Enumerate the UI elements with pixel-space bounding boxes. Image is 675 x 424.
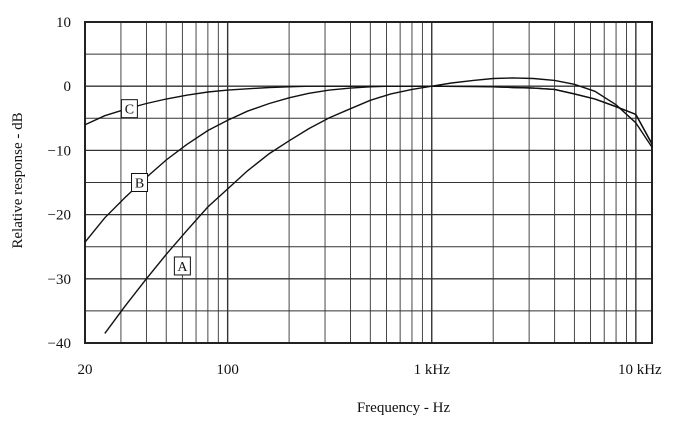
- x-tick-label: 20: [78, 362, 93, 378]
- curve-label-a: A: [177, 260, 188, 275]
- curves: [84, 77, 653, 334]
- x-tick-label: 10 kHz: [618, 362, 662, 378]
- x-tick-label: 100: [216, 362, 239, 378]
- curve-labels: A B C: [120, 99, 191, 276]
- y-tick-label: 0: [64, 79, 72, 95]
- response-curve-c: [84, 85, 653, 145]
- curve-label-box-b: [131, 173, 149, 192]
- plot-frame: [84, 21, 653, 344]
- curve-label-box-a: [173, 256, 191, 276]
- response-curve-a: [104, 77, 653, 334]
- x-tick-label: 1 kHz: [414, 362, 451, 378]
- x-axis-title: Frequency - Hz: [357, 400, 451, 416]
- curve-label-box-c: [120, 99, 138, 119]
- y-tick-label: −10: [48, 143, 71, 159]
- response-curve-b: [84, 85, 653, 243]
- y-tick-label: −40: [48, 336, 71, 352]
- y-tick-label: −20: [48, 208, 71, 224]
- grid: [84, 21, 652, 344]
- y-tick-label: −30: [48, 272, 71, 288]
- y-axis-title: Relative response - dB: [10, 112, 26, 248]
- curve-label-b: B: [135, 177, 144, 192]
- curve-label-c: C: [125, 103, 134, 118]
- y-tick-label: 10: [56, 15, 71, 31]
